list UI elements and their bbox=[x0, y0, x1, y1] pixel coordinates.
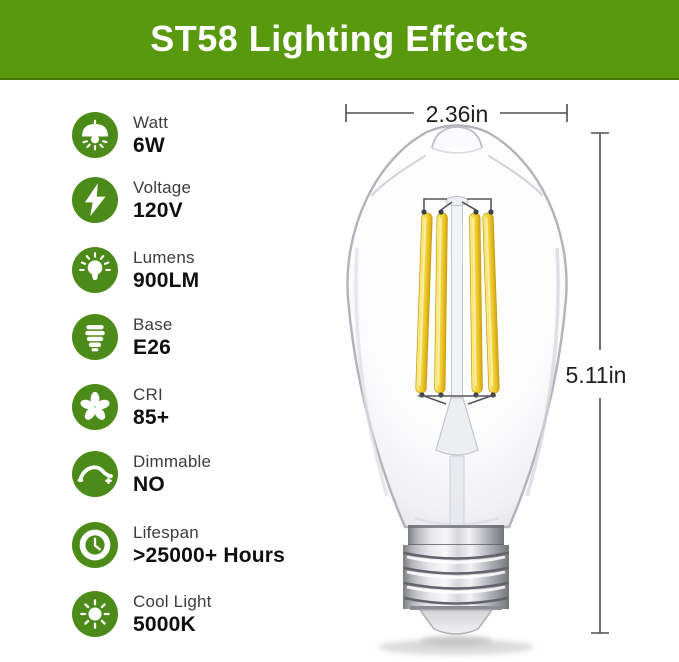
bulb-shadow bbox=[378, 636, 534, 655]
spec-label: Dimmable bbox=[133, 452, 212, 471]
spec-row-lumens: Lumens 900LM bbox=[72, 247, 199, 293]
spec-value: 5000K bbox=[133, 613, 196, 636]
sun-icon bbox=[72, 591, 118, 637]
width-dimension: 2.36in bbox=[345, 101, 568, 127]
page-title: ST58 Lighting Effects bbox=[150, 18, 529, 59]
spec-value: 120V bbox=[133, 199, 183, 222]
lightning-bolt-icon bbox=[72, 177, 118, 223]
spec-value: NO bbox=[133, 473, 165, 496]
spec-row-cri: CRI 85+ bbox=[72, 384, 169, 430]
spec-label: CRI bbox=[133, 385, 163, 404]
spec-label: Lifespan bbox=[133, 523, 199, 542]
spec-label: Lumens bbox=[133, 248, 195, 267]
spec-row-cool-light: Cool Light 5000K bbox=[72, 591, 212, 637]
spec-label: Watt bbox=[133, 113, 169, 132]
spec-value: 6W bbox=[133, 134, 165, 157]
bulb-photo: 2.36in 5.11in bbox=[330, 98, 679, 662]
spec-label: Cool Light bbox=[133, 592, 212, 611]
banner: ST58 Lighting Effects bbox=[0, 0, 679, 80]
dimmer-icon bbox=[72, 451, 118, 497]
clock-icon bbox=[72, 522, 118, 568]
spec-value: 85+ bbox=[133, 406, 170, 429]
spec-row-voltage: Voltage 120V bbox=[72, 177, 191, 223]
spec-value: >25000+ Hours bbox=[133, 544, 286, 567]
height-dimension: 5.11in bbox=[566, 132, 627, 634]
spec-row-base: Base E26 bbox=[72, 314, 173, 360]
screw-base bbox=[403, 525, 509, 635]
flower-icon bbox=[72, 384, 118, 430]
spec-label: Voltage bbox=[133, 178, 192, 197]
hanging-bulb-icon bbox=[72, 112, 118, 158]
spec-value: E26 bbox=[133, 336, 171, 359]
spec-row-dimmable: Dimmable NO bbox=[72, 451, 211, 497]
spec-value: 900LM bbox=[133, 269, 200, 292]
glowing-bulb-icon bbox=[72, 247, 118, 293]
width-dimension-label: 2.36in bbox=[426, 101, 489, 127]
spec-row-watt: Watt 6W bbox=[72, 112, 168, 158]
height-dimension-label: 5.11in bbox=[566, 362, 627, 388]
spec-label: Base bbox=[133, 315, 173, 334]
spiral-bulb-icon bbox=[72, 314, 118, 360]
spec-row-lifespan: Lifespan >25000+ Hours bbox=[72, 522, 285, 568]
led-filaments bbox=[415, 196, 500, 529]
